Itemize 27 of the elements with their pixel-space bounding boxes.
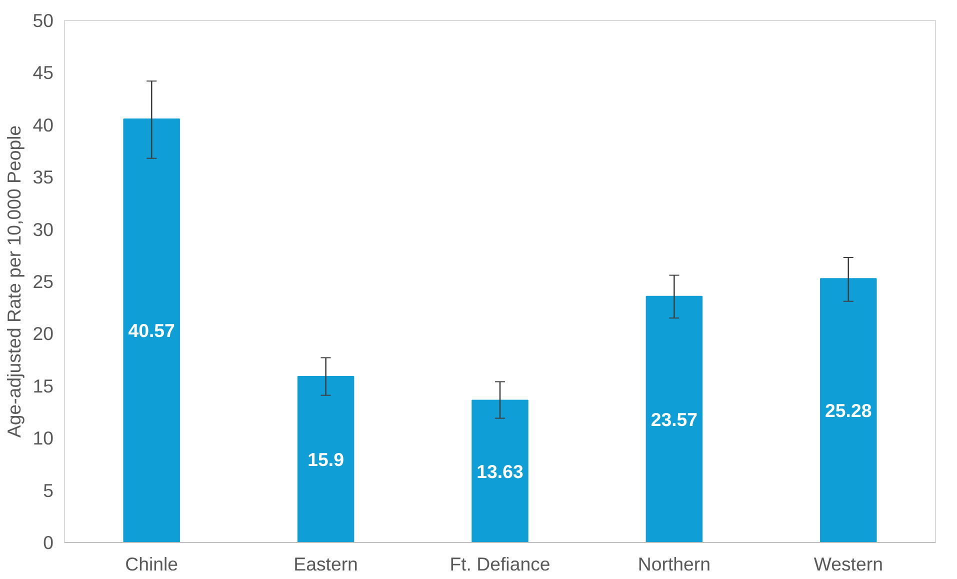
y-tick-label: 50 <box>32 10 54 31</box>
bar <box>646 296 703 542</box>
bar <box>472 400 528 542</box>
data-label: 23.57 <box>650 408 698 430</box>
y-tick-label: 45 <box>32 62 54 84</box>
x-tick-label: Ft. Defiance <box>450 554 550 574</box>
y-tick-label: 20 <box>32 323 54 344</box>
y-tick-label: 30 <box>32 218 54 240</box>
y-tick-label: 10 <box>32 428 54 449</box>
y-tick-label: 15 <box>32 375 54 396</box>
x-tick-label: Chinle <box>125 554 178 574</box>
x-tick-label: Eastern <box>294 554 358 574</box>
bar <box>123 118 180 542</box>
y-tick-label: 0 <box>43 532 54 553</box>
data-label: 40.57 <box>128 320 175 342</box>
bar <box>297 376 354 542</box>
y-tick-label: 5 <box>43 480 54 501</box>
x-tick-label: Northern <box>638 554 710 574</box>
y-axis-title: Age-adjusted Rate per 10,000 People <box>4 125 25 438</box>
y-tick-label: 40 <box>32 114 54 136</box>
x-tick-label: Western <box>814 554 883 574</box>
y-tick-label: 25 <box>32 271 54 292</box>
data-label: 13.63 <box>476 460 524 482</box>
data-label: 25.28 <box>825 400 872 422</box>
data-label: 15.9 <box>308 449 344 470</box>
bar <box>820 278 877 542</box>
y-tick-label: 35 <box>32 166 54 188</box>
